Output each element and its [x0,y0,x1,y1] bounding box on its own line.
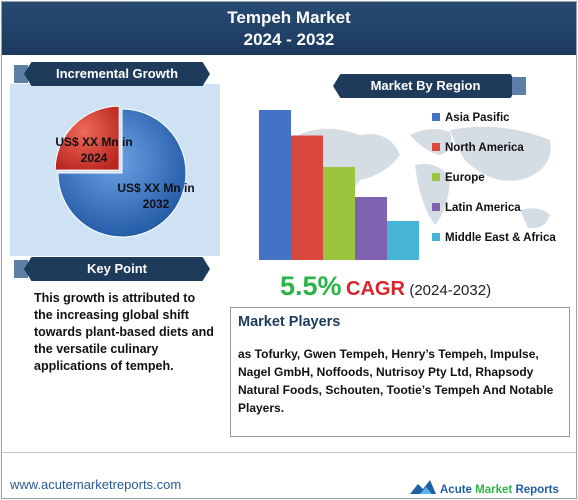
bar-europe [323,167,355,260]
pie-slice-2024 [54,105,120,171]
ribbon-tab [512,77,526,95]
incremental-growth-heading: Incremental Growth [24,62,210,86]
legend-label: Europe [445,172,485,184]
footer-divider [2,452,576,453]
pie-slice-2032 [57,108,187,238]
legend-swatch [432,173,440,181]
market-players-text: as Tofurky, Gwen Tempeh, Henry’s Tempeh,… [238,347,554,415]
cagr-value: 5.5% [280,271,342,301]
legend-swatch [432,233,440,241]
ribbon-tab [14,65,28,83]
legend-swatch [432,143,440,151]
incremental-growth-pie [54,105,187,238]
key-point-heading: Key Point [24,257,210,281]
legend-swatch [432,113,440,121]
legend-label: Middle East & Africa [445,232,556,244]
legend-item: Asia Pasific [432,112,510,124]
legend-item: North America [432,142,524,154]
market-players-box [230,307,570,437]
pie-label-2024: US$ XX Mn in 2024 [55,135,133,165]
page-subtitle: 2024 - 2032 [243,30,335,49]
legend-item: Middle East & Africa [432,232,556,244]
market-by-region-chart [259,110,419,260]
brand-word-reports: Reports [515,484,559,496]
legend-label: Latin America [445,202,521,214]
footer-url-link[interactable]: www.acutemarketreports.com [10,477,182,492]
legend-swatch [432,203,440,211]
cagr-years: (2024-2032) [409,282,492,299]
page-title: Tempeh Market [227,8,351,27]
bar-asia-pasific [259,110,291,260]
brand-name: Acute Market Reports [440,484,559,496]
legend-item: Latin America [432,202,521,214]
brand-word-acute: Acute [440,484,472,496]
bar-north-america [291,135,323,260]
cagr-display: 5.5% CAGR (2024-2032) [280,271,520,302]
bar-latin-america [355,197,387,260]
market-players-heading: Market Players [238,314,341,330]
key-point-text: This growth is attributed to the increas… [34,291,214,373]
legend-label: Asia Pasific [445,112,510,124]
market-by-region-heading: Market By Region [333,74,518,98]
brand-word-market: Market [475,484,513,496]
brand-logo-icon [410,480,436,494]
legend-label: North America [445,142,524,154]
cagr-word: CAGR [346,278,405,300]
legend-item: Europe [432,172,485,184]
bar-middle-east-africa [387,221,419,260]
header-banner: Tempeh Market 2024 - 2032 [2,2,576,55]
ribbon-tab [14,260,28,278]
pie-label-2032: US$ XX Mn in 2032 [117,181,195,211]
